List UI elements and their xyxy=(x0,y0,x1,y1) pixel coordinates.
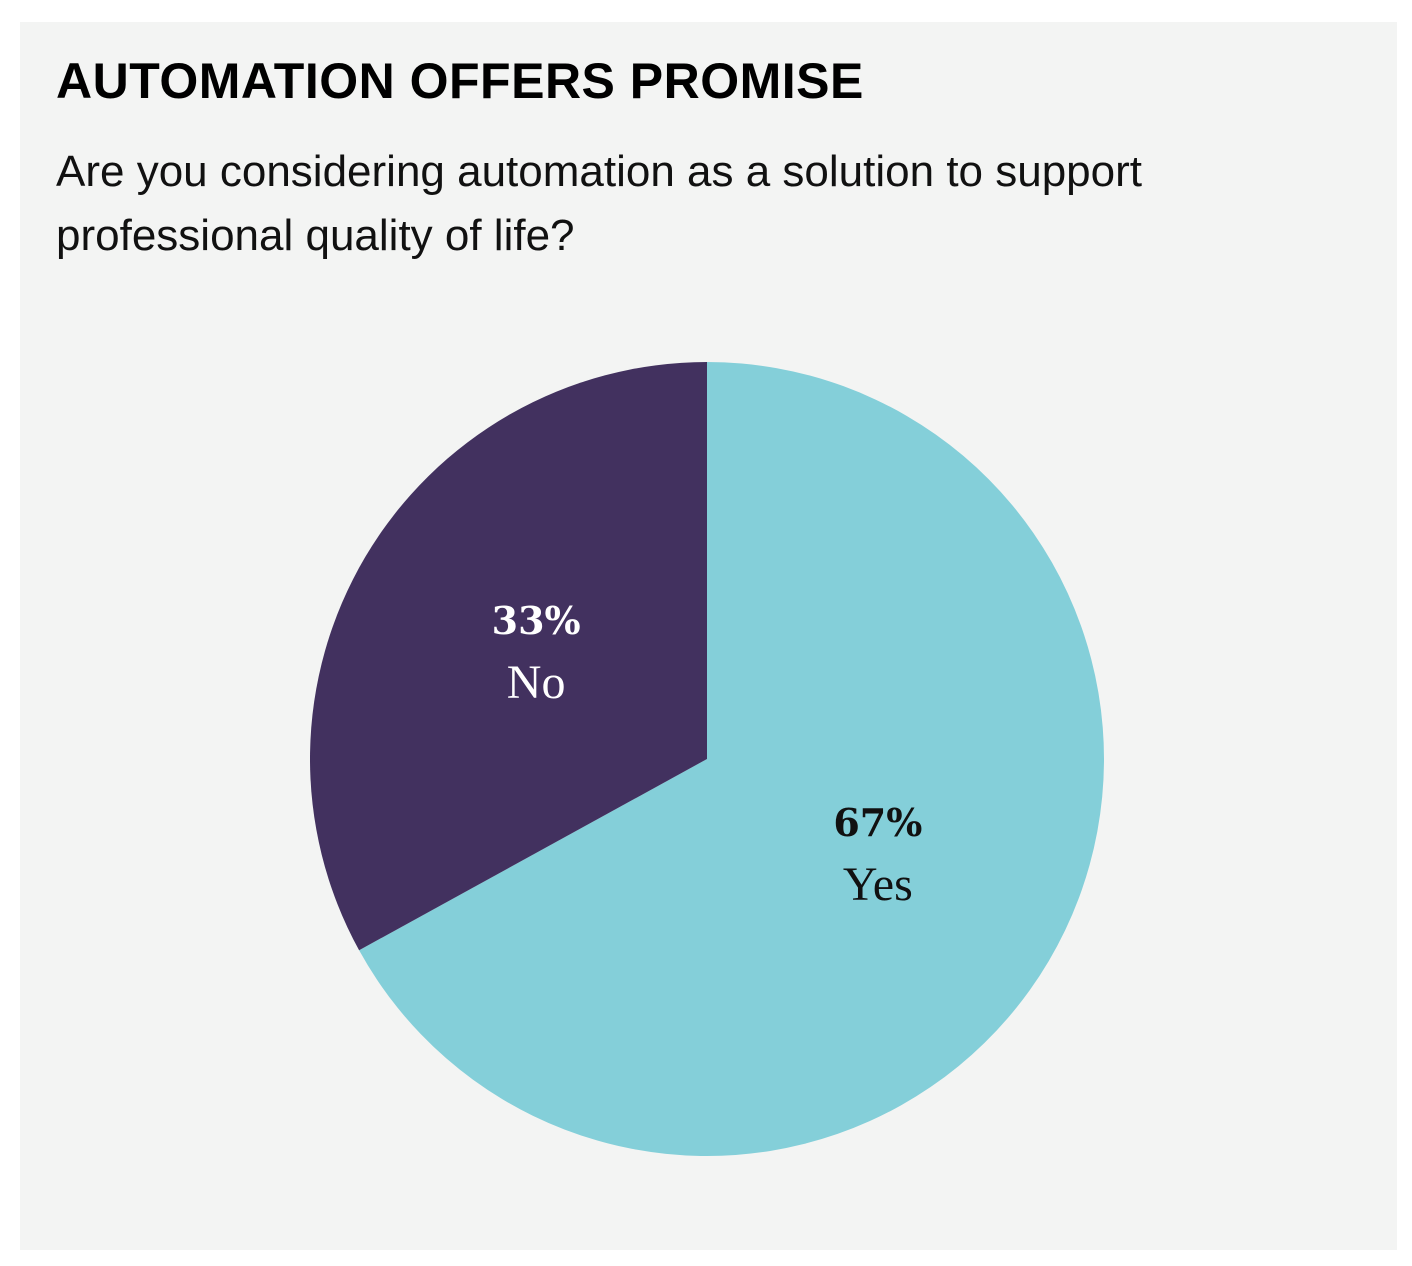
pie-slice-no xyxy=(310,362,707,951)
slice-category-label-no: No xyxy=(507,656,566,709)
slice-value-label-no: 33% xyxy=(492,598,581,643)
pie-slice-yes xyxy=(359,362,1105,1157)
chart-subtitle: Are you considering automation as a solu… xyxy=(56,147,1142,260)
chart-title: AUTOMATION OFFERS PROMISE xyxy=(56,53,864,109)
slice-category-label-yes: Yes xyxy=(843,858,913,911)
slice-value-label-yes: 67% xyxy=(833,800,922,845)
